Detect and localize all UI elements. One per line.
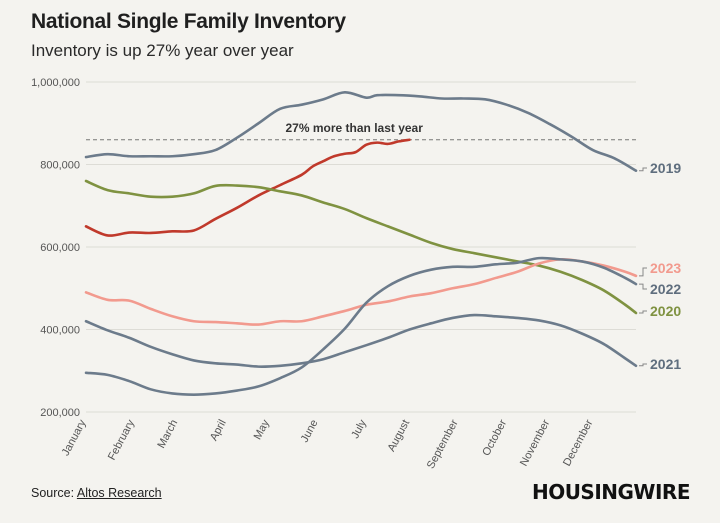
series-end-label-2022: 2022 <box>650 281 681 297</box>
y-tick-label: 1,000,000 <box>31 77 80 89</box>
series-end-label-2021: 2021 <box>650 356 681 372</box>
x-tick-label: January <box>60 417 89 458</box>
series-end-labels: 2019 2020 2023 2022 2021 <box>639 160 681 372</box>
series-lines <box>84 91 638 396</box>
source-note: Source: Altos Research <box>31 486 162 500</box>
x-axis: January February March April May June July Augu… <box>60 417 596 471</box>
label-leader-line <box>639 167 647 172</box>
series-line-2021 <box>84 313 638 368</box>
y-axis: 200,000 400,000 600,000 800,000 1,000,000 <box>31 77 80 419</box>
source-prefix: Source: <box>31 486 77 500</box>
label-leader-line <box>639 310 647 314</box>
chart-title: National Single Family Inventory <box>31 10 346 33</box>
series-end-label-2019: 2019 <box>650 160 681 176</box>
label-leader-line <box>639 363 647 367</box>
y-tick-label: 200,000 <box>40 407 80 419</box>
label-leader-line <box>639 283 647 290</box>
x-tick-label: February <box>106 417 137 462</box>
series-line-2019 <box>84 91 638 172</box>
series-end-label-2023: 2023 <box>650 260 681 276</box>
series-line-2024 <box>84 138 411 237</box>
x-tick-label: August <box>386 418 413 454</box>
y-tick-label: 600,000 <box>40 242 80 254</box>
source-link[interactable]: Altos Research <box>76 486 162 500</box>
series-end-label-2020: 2020 <box>650 303 681 319</box>
x-tick-label: December <box>561 417 596 468</box>
label-leader-line <box>639 267 647 277</box>
x-tick-label: March <box>155 418 180 451</box>
reference-line: 27% more than last year <box>86 121 636 141</box>
reference-line-label: 27% more than last year <box>286 121 424 135</box>
x-tick-label: October <box>480 417 509 457</box>
y-tick-label: 800,000 <box>40 160 80 172</box>
y-tick-label: 400,000 <box>40 325 80 337</box>
series-line-2020 <box>84 179 638 315</box>
x-tick-label: July <box>349 417 369 440</box>
chart-subtitle: Inventory is up 27% year over year <box>31 41 294 60</box>
x-tick-label: May <box>252 417 273 441</box>
x-tick-label: September <box>425 417 461 470</box>
series-line-2022 <box>84 256 638 396</box>
x-tick-label: April <box>208 418 229 443</box>
brand-logo: HOUSINGWIRE <box>531 480 691 504</box>
y-gridlines <box>86 81 636 413</box>
x-tick-label: November <box>518 417 553 468</box>
x-tick-label: June <box>299 418 321 445</box>
